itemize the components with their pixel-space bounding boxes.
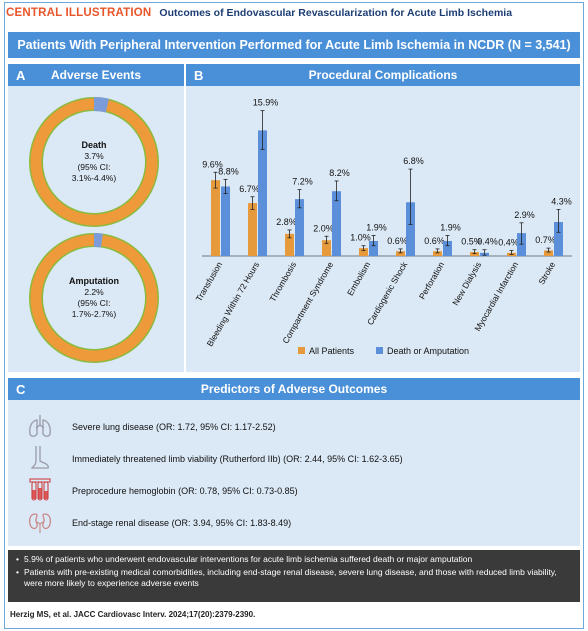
predictor-row-renal: End-stage renal disease (OR: 3.94, 95% C… [8,508,580,538]
amputation-donut: Amputation 2.2% (95% CI: 1.7%-2.7%) [26,230,162,366]
blood-tubes-icon [29,478,51,501]
legend-label: Death or Amputation [387,346,469,356]
data-label: 2.9% [514,210,535,220]
population-banner: Patients With Peripheral Intervention Pe… [8,32,580,58]
death-donut: Death 3.7% (95% CI: 3.1%-4.4%) [26,94,162,230]
panel-a-letter: A [16,67,26,83]
predictor-row-hemoglobin: Preprocedure hemoglobin (OR: 0.78, 95% C… [8,476,580,506]
predictor-text-hemoglobin: Preprocedure hemoglobin (OR: 0.78, 95% C… [72,486,298,496]
bar [554,222,563,256]
panel-b-title: Procedural Complications [308,68,458,82]
bar [248,203,257,256]
category-label: Embolism [345,260,372,297]
legend-label: All Patients [309,346,355,356]
kidneys-icon [29,513,51,533]
data-label: 1.9% [440,222,461,232]
data-label: 0.6% [387,236,408,246]
summary-box: • 5.9% of patients who underwent endovasc… [8,550,580,602]
header: CENTRAL ILLUSTRATION Outcomes of Endovas… [6,4,576,22]
bar [544,250,553,256]
summary-bullet: • 5.9% of patients who underwent endovasc… [16,554,473,564]
data-label: 15.9% [253,98,279,108]
predictor-text-renal: End-stage renal disease (OR: 3.94, 95% C… [72,518,292,528]
amputation-donut-ring [29,233,159,363]
predictor-row-lung: Severe lung disease (OR: 1.72, 95% CI: 1… [8,412,580,442]
amputation-donut-event-arc [29,233,159,363]
amputation-donut-text: Amputation 2.2% (95% CI: 1.7%-2.7%) [26,230,162,366]
panel-predictors: Predictors of Adverse Outcomes C Severe … [8,378,580,546]
bar [221,186,230,256]
citation: Herzig MS, et al. JACC Cardiovasc Interv… [10,610,256,619]
amputation-value: 2.2% [84,287,104,297]
data-label: 4.3% [551,196,572,206]
bar [369,240,378,256]
panel-c-letter: C [16,381,26,397]
predictor-row-limb: Immediately threatened limb viability (R… [8,444,580,474]
foot-icon [30,446,49,469]
bar [295,199,304,256]
bar [258,130,267,256]
predictor-text-limb: Immediately threatened limb viability (R… [72,454,403,464]
data-label: 6.8% [403,156,424,166]
panel-b-letter: B [194,67,204,83]
panel-a-header: Adverse Events [8,64,184,86]
summary-bullet: • Patients with pre-existing medical como… [16,567,572,589]
death-value: 3.7% [84,151,104,161]
data-label: 0.6% [424,236,445,246]
death-donut-text: Death 3.7% (95% CI: 3.1%-4.4%) [26,94,162,230]
data-label: 8.8% [218,166,239,176]
bar [396,251,405,256]
illustration-frame [4,2,584,629]
data-label: 2.8% [276,217,297,227]
header-title: Outcomes of Endovascular Revascularizati… [159,7,513,19]
amputation-ci: (95% CI: 1.7%-2.7%) [71,298,117,319]
category-label: Transfusion [194,260,225,303]
panel-b-header: Procedural Complications [186,64,580,86]
death-donut-event-arc [29,97,159,227]
summary-text-1: 5.9% of patients who underwent endovascu… [24,554,473,564]
bar [406,202,415,256]
category-label: Cardiogenic Shock [365,259,410,326]
bar [332,191,341,256]
data-label: 2.0% [313,223,334,233]
data-label: 6.7% [239,184,260,194]
panel-adverse-events: Adverse Events A Death 3.7% (95% CI: 3.1… [8,64,184,372]
bar [433,251,442,256]
data-label: 9.6% [202,159,223,169]
panel-procedural-complications: Procedural Complications B 9.6% 8.8% Trans… [186,64,580,372]
data-label: 0.4% [498,237,519,247]
bar [211,180,220,256]
death-ci: (95% CI: 3.1%-4.4%) [71,162,117,183]
death-donut-ring [29,97,159,227]
category-label: Perforation [417,260,447,301]
bar [443,240,452,256]
summary-text-2: Patients with pre-existing medical comor… [24,567,557,588]
panel-c-title: Predictors of Adverse Outcomes [200,382,388,396]
data-label: 7.2% [292,177,313,187]
data-label: 1.0% [350,233,371,243]
bar [322,240,331,256]
legend-swatch [376,347,383,354]
data-label: 8.2% [329,168,350,178]
legend-swatch [298,347,305,354]
data-label: 0.7% [535,235,556,245]
panel-c-header: Predictors of Adverse Outcomes [8,378,580,400]
bar [359,248,368,256]
panel-a-title: Adverse Events [50,68,142,82]
category-label: Thrombosis [267,260,298,303]
data-label: 1.9% [366,222,387,232]
category-label: Stroke [536,260,557,287]
death-label: Death [81,140,107,150]
predictor-text-lung: Severe lung disease (OR: 1.72, 95% CI: 1… [72,422,276,432]
header-tag: CENTRAL ILLUSTRATION [6,7,152,19]
data-label: 0.4% [477,237,498,247]
lungs-icon [29,415,51,437]
amputation-label: Amputation [69,276,119,286]
category-label: New Dialysis [450,260,483,307]
bar [285,233,294,256]
data-label: 0.5% [461,237,482,247]
